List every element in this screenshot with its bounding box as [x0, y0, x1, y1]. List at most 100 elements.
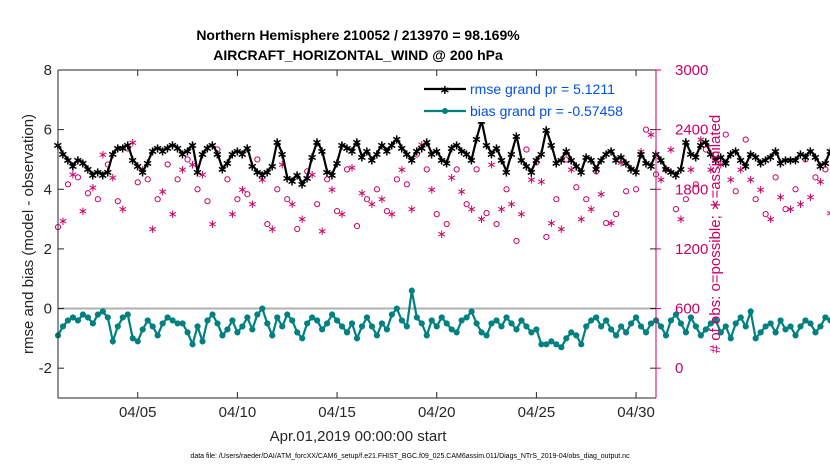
bias-point: [712, 317, 719, 324]
bias-point: [338, 323, 346, 330]
obs-assimilated-marker: ∗: [207, 217, 217, 231]
rmse-point: ∗: [307, 150, 318, 165]
obs-possible-marker: [144, 176, 151, 183]
bias-point: [727, 335, 734, 342]
obs-possible-marker: [164, 161, 171, 168]
x-tick-label: 04/10: [219, 404, 257, 421]
bias-point: [314, 317, 321, 324]
obs-assimilated-marker: ∗: [696, 133, 706, 147]
bias-point: [239, 323, 246, 330]
rmse-point: ∗: [252, 165, 263, 180]
rmse-point: ∗: [621, 156, 632, 171]
obs-possible-marker: [772, 174, 779, 181]
rmse-point: ∗: [292, 168, 303, 183]
obs-assimilated-marker: ∗: [397, 162, 407, 176]
bias-point: [104, 314, 111, 321]
obs-possible-marker: [812, 174, 819, 181]
rmse-point: ∗: [381, 145, 392, 160]
obs-assimilated-marker: ∗: [247, 197, 257, 211]
bias-point: [747, 308, 754, 315]
rmse-point: ∗: [122, 139, 133, 154]
bias-point: [393, 305, 400, 312]
bias-point: [483, 332, 490, 339]
rmse-point: ∗: [536, 147, 547, 162]
rmse-point: ∗: [232, 145, 243, 160]
bias-point: [822, 314, 829, 321]
obs-assimilated-marker: ∗: [128, 136, 138, 150]
rmse-point: ∗: [755, 156, 766, 171]
legend-bias-marker: [442, 108, 448, 114]
bias-point: [259, 305, 266, 312]
obs-assimilated-marker: ∗: [516, 207, 526, 221]
y-tick-label-right: 600: [675, 301, 700, 318]
bias-point: [757, 329, 764, 336]
x-tick-label: 04/30: [617, 404, 655, 421]
rmse-point: ∗: [217, 162, 228, 177]
bias-point: [707, 320, 714, 327]
obs-assimilated-marker: ∗: [825, 206, 830, 220]
rmse-point: ∗: [58, 147, 69, 162]
rmse-point: ∗: [476, 115, 487, 130]
obs-assimilated-marker: ∗: [158, 184, 168, 198]
obs-possible-marker: [732, 188, 739, 195]
bias-point: [134, 338, 141, 345]
obs-possible-marker: [642, 126, 650, 133]
obs-assimilated-marker: ∗: [387, 207, 397, 221]
bias-point: [294, 329, 301, 336]
bias-point: [573, 332, 580, 339]
rmse-point: ∗: [820, 156, 830, 171]
obs-assimilated-marker: ∗: [417, 138, 427, 152]
bias-point: [209, 311, 216, 318]
rmse-point: ∗: [102, 165, 113, 180]
bias-point: [807, 320, 814, 327]
y-tick-label-left: 8: [44, 62, 52, 79]
rmse-point: ∗: [222, 156, 233, 171]
bias-point: [164, 314, 171, 321]
bias-point: [99, 308, 106, 315]
bias-point: [662, 332, 670, 339]
rmse-point: ∗: [82, 162, 93, 177]
rmse-point: ∗: [401, 147, 412, 162]
rmse-point: ∗: [441, 156, 452, 171]
bias-point: [488, 320, 495, 327]
rmse-point: ∗: [601, 147, 612, 162]
bias-point: [717, 329, 724, 336]
bias-point: [119, 314, 126, 321]
obs-possible-marker: [333, 208, 341, 215]
rmse-point: ∗: [795, 147, 806, 162]
obs-possible-marker: [174, 176, 181, 183]
bias-point: [523, 323, 530, 330]
bias-point: [692, 323, 699, 330]
obs-possible-marker: [383, 208, 390, 215]
obs-assimilated-marker: ∗: [496, 202, 506, 216]
bias-point: [64, 317, 72, 324]
obs-assimilated-marker: ∗: [467, 202, 477, 216]
obs-possible-marker: [353, 222, 361, 230]
obs-assimilated-marker: ∗: [287, 197, 297, 211]
obs-assimilated-marker: ∗: [447, 170, 457, 184]
bias-point: [179, 320, 186, 327]
bias-point: [687, 314, 694, 321]
bias-point: [478, 329, 485, 336]
bias-point: [777, 317, 784, 324]
bias-point: [677, 320, 685, 327]
bias-point: [189, 341, 196, 348]
rmse-point: ∗: [421, 136, 432, 151]
bias-point: [413, 314, 420, 321]
rmse-point: ∗: [725, 147, 736, 162]
bias-point: [538, 341, 545, 348]
bias-point: [363, 314, 371, 321]
bias-point: [827, 317, 830, 324]
bias-point: [79, 311, 87, 318]
rmse-point: ∗: [376, 139, 387, 154]
bias-point: [787, 323, 794, 330]
rmse-point: ∗: [561, 145, 572, 160]
bias-point: [154, 332, 161, 339]
obs-assimilated-marker: ∗: [188, 157, 198, 171]
rmse-point: ∗: [690, 150, 701, 165]
bias-point: [274, 314, 281, 321]
bias-point: [368, 323, 376, 330]
bias-point: [438, 314, 445, 321]
bias-point: [403, 323, 410, 330]
rmse-point: ∗: [670, 168, 681, 183]
